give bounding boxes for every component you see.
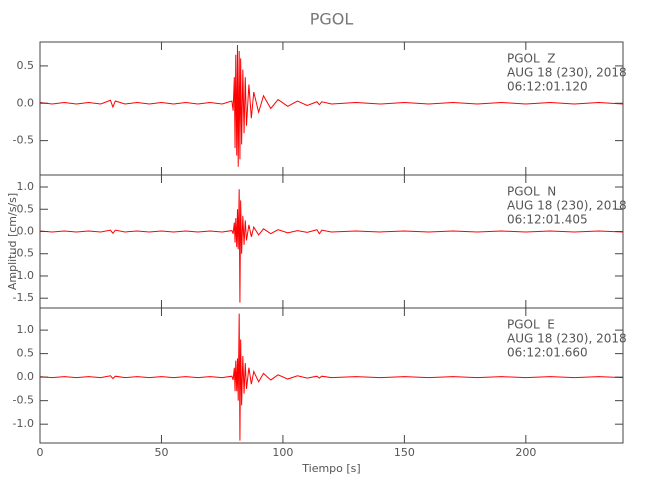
x-axis-label: Tiempo [s] (301, 462, 360, 475)
y-tick-label: 1.0 (17, 323, 35, 336)
trace-annotation: 06:12:01.405 (507, 213, 588, 227)
trace-annotation: AUG 18 (230), 2018 (507, 332, 627, 346)
y-tick-label: -1.5 (13, 291, 34, 304)
y-tick-label: 0.0 (17, 224, 35, 237)
y-tick-label: -0.5 (13, 134, 34, 147)
y-tick-label: 0.0 (17, 370, 35, 383)
waveform (39, 44, 624, 167)
trace-annotation: PGOL N (507, 185, 556, 199)
y-tick-label: 1.0 (17, 180, 35, 193)
y-tick-label: -1.0 (13, 269, 34, 282)
x-tick-label: 50 (154, 446, 168, 459)
x-tick-label: 200 (515, 446, 536, 459)
trace-annotation: 06:12:01.660 (507, 346, 588, 360)
trace-annotation: AUG 18 (230), 2018 (507, 66, 627, 80)
x-tick-label: 100 (272, 446, 293, 459)
waveform (39, 313, 624, 441)
y-axis-label: Amplitud [cm/s/s] (6, 193, 19, 290)
y-tick-label: 0.5 (17, 347, 35, 360)
trace-annotation: PGOL E (507, 318, 555, 332)
y-tick-label: -0.5 (13, 394, 34, 407)
trace-annotation: 06:12:01.120 (507, 80, 588, 94)
x-tick-label: 150 (394, 446, 415, 459)
panel-frame (39, 307, 624, 444)
y-tick-label: 0.5 (17, 202, 35, 215)
trace-annotation: AUG 18 (230), 2018 (507, 199, 627, 213)
waveform (39, 189, 624, 303)
y-tick-label: -0.5 (13, 247, 34, 260)
chart-title: PGOL (310, 10, 354, 29)
y-tick-label: -1.0 (13, 417, 34, 430)
y-tick-label: 0.0 (17, 96, 35, 109)
x-tick-label: 0 (37, 446, 44, 459)
trace-annotation: PGOL Z (507, 52, 556, 66)
y-tick-label: 0.5 (17, 59, 35, 72)
